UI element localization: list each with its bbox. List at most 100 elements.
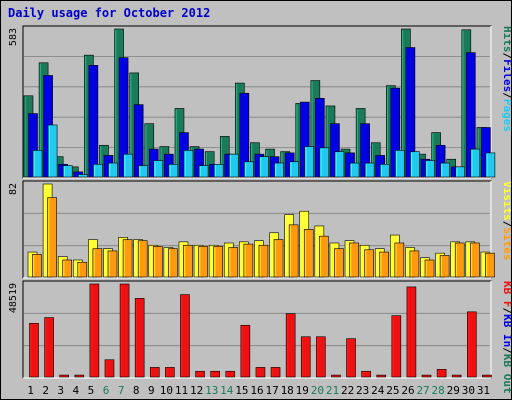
x-tick-label: 17 [265,384,278,397]
bar-pages-27 [425,160,435,178]
legend-item: Files [501,59,512,92]
bar-kb-f-18 [285,313,296,378]
bar-pages-10 [168,164,179,178]
bar-kb-f-19 [300,336,311,378]
x-tick-label: 4 [73,384,80,397]
bar-kb-f-21 [331,374,341,378]
bar-kb-f-5 [89,283,100,378]
ymax-label: 82 [8,183,19,195]
legend-item: KB Out [501,354,512,394]
bar-pages-13 [213,164,224,178]
bar-sites-17 [273,239,284,278]
x-tick-label: 10 [160,384,173,397]
bar-pages-16 [259,156,269,178]
bar-sites-27 [424,259,435,278]
bar-pages-24 [379,164,390,178]
x-tick-label: 1 [27,384,34,397]
bar-sites-22 [349,242,359,278]
bar-sites-10 [168,248,178,278]
bar-pages-9 [153,160,164,178]
bar-kb-f-15 [240,324,251,378]
x-tick-label: 2 [42,384,49,397]
x-tick-label: 3 [57,384,64,397]
x-tick-label: 20 [311,384,324,397]
legend-item: Hits [501,26,512,53]
bar-pages-14 [228,153,239,178]
bar-pages-25 [395,150,405,178]
x-tick-label: 26 [401,384,414,397]
bar-sites-7 [122,239,133,278]
bar-sites-26 [409,250,420,278]
bar-kb-f-4 [74,374,85,378]
bar-kb-f-31 [482,374,492,378]
bar-sites-8 [137,240,148,278]
series-kb-f [29,283,492,378]
x-tick-label: 12 [190,384,203,397]
bar-kb-f-29 [451,374,462,378]
bar-pages-5 [93,164,103,178]
series-pages [32,124,496,178]
bar-pages-7 [123,153,133,178]
legend: KB F/KB In/KB Out [501,281,512,394]
bar-pages-1 [32,150,43,178]
bar-pages-8 [138,165,148,178]
bar-sites-25 [394,242,405,278]
bar-sites-31 [485,252,495,278]
bar-kb-f-16 [255,367,266,378]
bar-kb-f-17 [270,367,281,378]
bar-kb-f-7 [119,283,130,378]
bar-pages-18 [289,161,299,178]
legend-item: / [501,347,512,354]
chart-panels: 583Hits/Files/Pages82Visits/Sites48519KB… [8,25,512,394]
bar-sites-15 [243,243,254,278]
bar-sites-18 [288,224,299,278]
bar-kb-f-20 [316,336,326,378]
bar-kb-f-24 [376,374,387,378]
x-tick-label: 7 [118,384,125,397]
x-tick-label: 31 [477,384,490,397]
bar-kb-f-26 [406,286,417,378]
bar-pages-31 [485,152,496,178]
bar-kb-f-10 [165,367,175,378]
bar-pages-15 [244,161,254,178]
bar-kb-f-28 [436,369,447,378]
legend-item: Sites [501,227,512,260]
bar-kb-f-27 [421,374,432,378]
bar-pages-6 [108,162,118,178]
legend-item: KB In [501,314,512,347]
bar-kb-f-8 [134,298,145,378]
legend: Hits/Files/Pages [501,26,512,132]
bar-kb-f-13 [210,370,220,378]
bar-pages-11 [183,150,194,178]
x-tick-label: 23 [356,384,369,397]
bar-sites-2 [47,197,57,278]
x-tick-label: 28 [432,384,445,397]
x-tick-label: 5 [88,384,95,397]
x-tick-label: 22 [341,384,354,397]
legend-item: KB F [501,281,512,308]
bar-sites-11 [183,244,193,278]
bar-sites-30 [470,242,480,278]
bar-sites-21 [334,248,344,278]
bar-files-5 [88,65,99,178]
x-tick-label: 13 [205,384,218,397]
legend-item: Pages [501,99,512,132]
x-axis-labels: 1 2 3 4 5 6 7 8 9 10 11 12 13 14 15 16 17 18 19 20 21 22 23 24 2… [27,384,490,397]
bar-kb-f-30 [467,311,477,378]
x-tick-label: 11 [175,384,188,397]
bar-sites-20 [319,235,329,278]
bar-pages-21 [334,151,345,178]
x-tick-label: 24 [371,384,385,397]
bar-sites-3 [62,259,72,278]
bar-pages-20 [319,147,330,178]
bar-kb-f-14 [225,370,236,378]
x-tick-label: 21 [326,384,339,397]
ymax-label: 583 [8,28,19,46]
x-tick-label: 9 [148,384,155,397]
legend-item: / [501,92,512,99]
bar-pages-2 [47,124,58,178]
bar-sites-24 [379,251,390,278]
bar-sites-23 [364,249,374,278]
